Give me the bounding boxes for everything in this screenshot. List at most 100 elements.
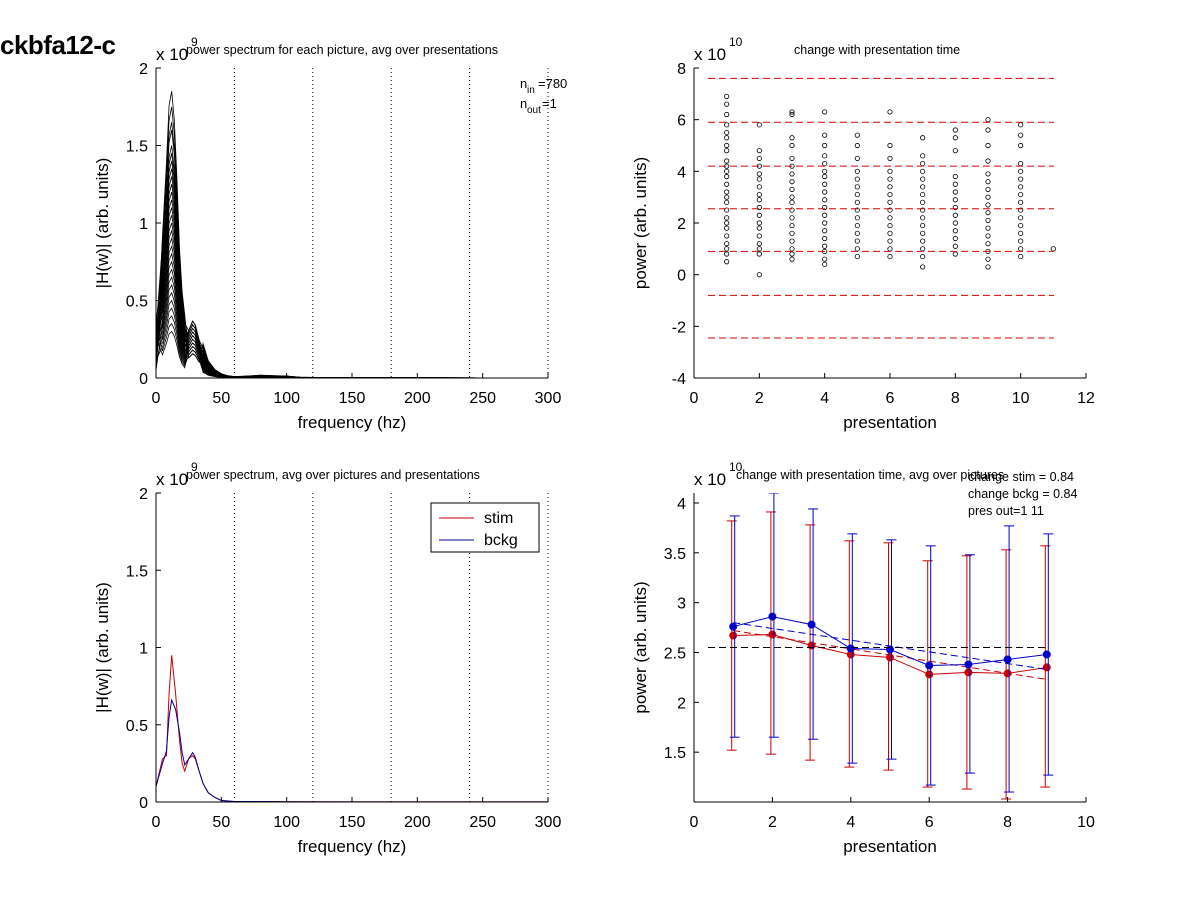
panel-title: power spectrum for each picture, avg ove… <box>186 43 498 57</box>
data-point <box>887 168 893 174</box>
spectrum-line <box>156 222 548 378</box>
data-point <box>822 153 828 159</box>
data-point <box>887 184 893 190</box>
data-point <box>985 142 991 149</box>
series-point-stim <box>729 631 738 640</box>
data-point <box>724 207 730 213</box>
data-point <box>952 228 958 234</box>
data-point <box>920 199 926 205</box>
axis-exponent: 9 <box>191 460 198 474</box>
y-tick-label: 6 <box>677 113 686 130</box>
data-point <box>887 230 893 236</box>
data-point <box>724 215 730 221</box>
panel-title: change with presentation time <box>794 43 960 57</box>
x-tick-label: 50 <box>212 390 230 407</box>
axis-multiplier: x 10 <box>156 470 188 489</box>
data-point <box>854 168 860 174</box>
data-point <box>756 225 762 231</box>
x-tick-label: 0 <box>152 814 161 831</box>
data-point <box>789 111 795 118</box>
x-tick-label: 2 <box>768 814 777 831</box>
data-point <box>822 181 828 187</box>
series-point-stim <box>886 653 894 662</box>
data-point <box>789 246 795 252</box>
data-point <box>854 142 860 149</box>
data-point <box>920 246 926 252</box>
axis-multiplier: x 10 <box>156 45 188 64</box>
x-tick-label: 10 <box>1077 814 1095 831</box>
spectrum-line <box>156 191 548 378</box>
spectrum-line <box>156 307 548 378</box>
series-point-stim <box>1042 663 1051 672</box>
panel-p3: 0 50 100 150 200 250 300 0 0.5 1 1.5 2 frequency (hz… <box>93 460 561 856</box>
data-point <box>920 253 926 260</box>
data-point <box>756 171 762 177</box>
data-point <box>724 194 730 200</box>
y-tick-label: 1.5 <box>126 563 148 580</box>
data-point <box>789 142 795 149</box>
spectrum-line <box>156 315 548 378</box>
data-point <box>822 168 828 174</box>
data-point <box>985 194 991 200</box>
data-point <box>887 238 893 244</box>
spectrum-line <box>156 176 548 378</box>
x-tick-label: 150 <box>339 814 366 831</box>
data-point <box>822 228 828 234</box>
data-point <box>887 109 893 115</box>
data-point <box>789 135 795 141</box>
data-point <box>756 204 762 211</box>
data-point <box>789 171 795 177</box>
data-point <box>887 253 893 260</box>
data-point <box>854 176 860 182</box>
axis-multiplier: x 10 <box>694 470 726 489</box>
x-tick-label: 0 <box>690 814 699 831</box>
data-point <box>756 155 762 162</box>
data-point <box>756 148 762 154</box>
data-point <box>724 122 730 128</box>
y-tick-label: 0 <box>139 371 148 388</box>
x-tick-label: 8 <box>951 390 960 407</box>
data-point <box>789 251 795 257</box>
x-tick-label: 10 <box>1012 390 1030 407</box>
x-tick-label: 250 <box>469 814 496 831</box>
y-tick-label: 2 <box>139 61 148 78</box>
y-axis-label: power (arb. units) <box>631 157 650 289</box>
data-point <box>724 225 730 231</box>
figure-title: ckbfa12-c <box>0 30 116 60</box>
y-tick-label: 2 <box>677 216 686 233</box>
axis-multiplier: x 10 <box>694 45 726 64</box>
spectrum-line <box>156 260 548 378</box>
x-tick-label: 0 <box>690 390 699 407</box>
data-point <box>756 272 762 278</box>
data-point <box>920 153 926 159</box>
spectrum-line <box>156 129 548 378</box>
data-point <box>822 235 828 242</box>
spectrum-line <box>156 207 548 378</box>
data-point <box>724 111 730 118</box>
data-point <box>985 241 991 247</box>
data-point <box>822 220 828 226</box>
data-point <box>952 235 958 242</box>
data-point <box>854 132 860 138</box>
data-point <box>920 207 926 213</box>
data-point <box>920 191 926 198</box>
series-point-bckg <box>1042 650 1051 659</box>
data-point <box>985 210 991 216</box>
data-point <box>854 215 860 221</box>
y-tick-label: 3 <box>677 596 686 613</box>
spectrum-line <box>156 153 548 378</box>
plot-area <box>724 93 1056 278</box>
data-point <box>756 191 762 198</box>
panel-p2: 0 2 4 6 8 10 12 -4 -2 0 2 4 6 8 presentation power (arb… <box>631 35 1095 432</box>
x-axis-label: presentation <box>843 413 937 432</box>
data-point <box>985 256 991 262</box>
x-tick-label: 12 <box>1077 390 1095 407</box>
data-point <box>854 238 860 244</box>
data-point <box>756 233 762 239</box>
panel-p1: 0 50 100 150 200 250 300 0 0.5 1 1.5 2 frequency (hz… <box>93 35 567 432</box>
data-point <box>887 176 893 182</box>
series-line-bckg <box>156 698 548 802</box>
y-tick-label: 2 <box>139 486 148 503</box>
data-point <box>1018 184 1024 190</box>
